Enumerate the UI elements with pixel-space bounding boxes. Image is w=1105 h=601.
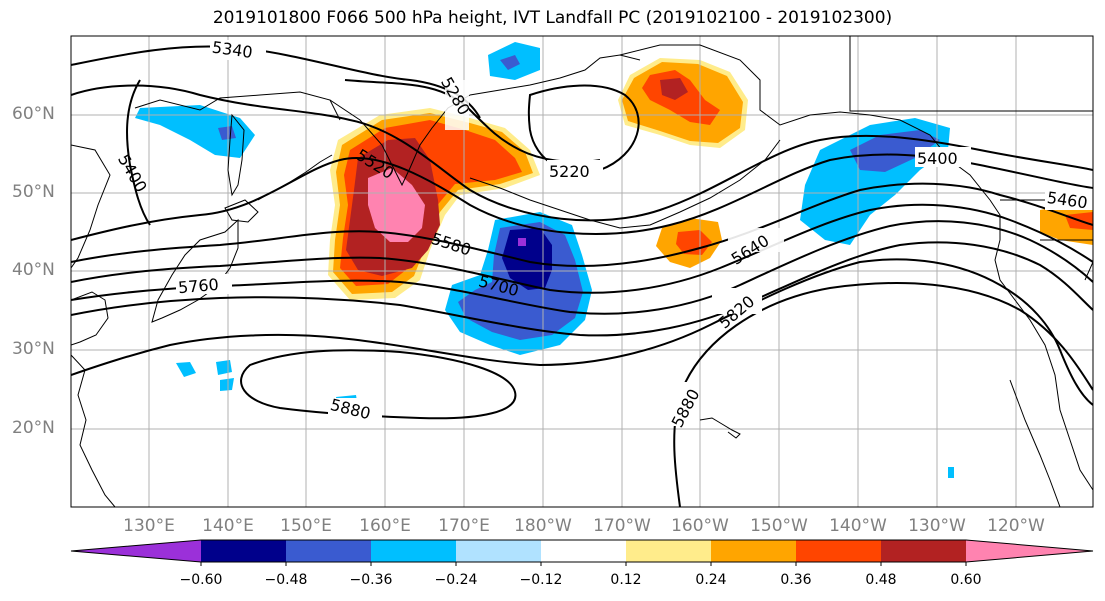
ivt-negative-central	[518, 238, 526, 246]
lon-label: 130°E	[123, 516, 175, 536]
lon-label: 130°W	[908, 516, 966, 536]
lon-label: 120°W	[987, 516, 1045, 536]
colorbar-swatch	[796, 540, 881, 562]
ivt-negative-alaska	[850, 130, 940, 172]
lat-label: 50°N	[12, 182, 55, 202]
coast-korea	[71, 291, 109, 346]
colorbar-tick-label: −0.60	[179, 572, 223, 588]
coast-sakhalin	[227, 113, 245, 197]
ivt-negative-okhotsk	[135, 105, 255, 158]
colorbar-tick-label: −0.12	[519, 572, 563, 588]
colorbar-tick-label: 0.24	[695, 572, 727, 588]
contour-5820	[71, 258, 1093, 406]
colorbar-swatch	[456, 540, 541, 562]
lon-label: 150°W	[750, 516, 808, 536]
lat-label: 40°N	[12, 260, 55, 280]
colorbar-swatch	[371, 540, 456, 562]
ivt-negative-central	[502, 228, 552, 290]
colorbar-tick-label: 0.12	[610, 572, 642, 588]
coast-okhotsk	[134, 91, 341, 121]
map-title: 2019101800 F066 500 hPa height, IVT Land…	[212, 8, 893, 28]
contour-label: 5580	[429, 229, 474, 260]
colorbar-tick-label: −0.24	[434, 572, 478, 588]
contour-label: 5220	[549, 162, 590, 181]
colorbar-tick-label: 0.36	[780, 572, 812, 588]
gridlines	[71, 36, 1093, 507]
map-frame	[70, 35, 1094, 508]
colorbar-swatch	[541, 540, 626, 562]
lon-label: 170°W	[593, 516, 651, 536]
lat-label: 60°N	[12, 104, 55, 124]
contour-5340	[71, 45, 481, 119]
contour-label: 5760	[177, 275, 219, 297]
coast-border	[849, 36, 1093, 112]
contour-5460	[71, 84, 1093, 222]
coast-hawaii	[699, 417, 741, 439]
colorbar-tick-label: −0.36	[349, 572, 393, 588]
colorbar-swatch	[711, 540, 796, 562]
lon-label: 160°W	[671, 516, 729, 536]
lon-label: 140°E	[202, 516, 254, 536]
ivt-negative-small	[220, 378, 234, 391]
colorbar-tick-label: 0.60	[950, 572, 982, 588]
contour-5580	[71, 182, 1093, 268]
colorbar-swatch	[626, 540, 711, 562]
ivt-positive-bering	[660, 78, 688, 100]
contour-5640	[71, 203, 1093, 294]
contour-5400	[126, 79, 151, 226]
colorbar-tick-label: −0.48	[264, 572, 308, 588]
coast-westcoast	[989, 199, 1093, 491]
colorbar-swatch	[201, 540, 286, 562]
contour-5700	[71, 220, 1093, 315]
ivt-negative-okhotsk	[218, 126, 236, 140]
coast-hokkaido	[224, 199, 259, 223]
lon-label: 140°W	[829, 516, 887, 536]
colorbar	[70, 539, 1094, 566]
lon-label: 160°E	[359, 516, 411, 536]
ivt-positive-kamchatka	[368, 168, 425, 242]
lat-label: 30°N	[12, 339, 55, 359]
contour-5880	[240, 349, 517, 420]
lon-label: 150°E	[280, 516, 332, 536]
ivt-negative-small	[176, 362, 196, 377]
colorbar-tick-label: 0.48	[865, 572, 897, 588]
contour-label: 5400	[917, 149, 958, 168]
colorbar-swatch	[881, 540, 966, 562]
lat-label: 20°N	[12, 418, 55, 438]
ivt-positive-160w	[676, 230, 712, 255]
coast-china	[71, 354, 116, 507]
colorbar-swatch	[286, 540, 371, 562]
colorbar-extend-right	[966, 540, 1093, 562]
lon-label: 170°E	[438, 516, 490, 536]
colorbar-extend-left	[71, 540, 201, 562]
ivt-negative-small	[216, 360, 232, 375]
ivt-negative-small	[948, 467, 954, 478]
contour-label: 5400	[114, 151, 151, 196]
contour-5220	[527, 84, 640, 174]
coast-aleutians	[469, 139, 781, 229]
coast-asia	[71, 144, 111, 269]
contour-5760	[71, 241, 1093, 337]
coast-siberia-north	[469, 54, 641, 96]
ivt-negative-north	[500, 55, 520, 70]
coast-kamchatka	[329, 94, 471, 187]
coast-mexico	[1009, 379, 1061, 507]
lon-label: 180°W	[514, 516, 572, 536]
ivt-shading	[135, 42, 1093, 478]
